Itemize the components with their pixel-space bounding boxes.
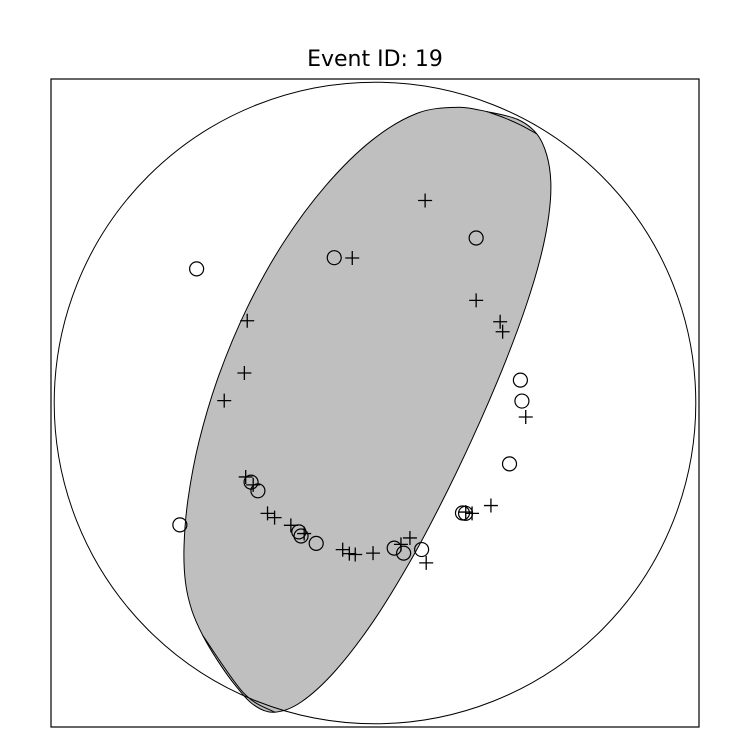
dilatation-point: [250, 483, 266, 499]
dilatation-point: [396, 545, 412, 561]
compression-point: [402, 530, 417, 545]
dilatation-point: [468, 230, 484, 246]
compression-point: [393, 537, 408, 552]
compression-point: [458, 505, 473, 520]
compression-point: [418, 193, 433, 208]
focal-sphere: [53, 81, 697, 725]
compression-point: [366, 546, 381, 561]
dilatation-point: [291, 524, 307, 540]
axes-frame: [50, 78, 700, 728]
dilatation-point: [293, 528, 309, 544]
dilatation-point: [326, 250, 342, 266]
compression-point: [348, 547, 363, 562]
compression-point: [465, 506, 480, 521]
plot-area: [53, 81, 697, 725]
dilatation-point: [414, 541, 430, 558]
compression-point: [518, 410, 533, 425]
compressional-quadrant: [183, 106, 552, 713]
compression-point: [260, 506, 275, 521]
compression-point: [345, 250, 360, 265]
nodal-arc-upper: [486, 111, 538, 135]
dilatation-point: [514, 393, 530, 409]
compression-point: [483, 498, 498, 513]
nodal-arc-lower: [202, 635, 276, 713]
compression-point: [238, 469, 253, 484]
compression-point: [267, 510, 282, 525]
compression-point: [240, 313, 255, 328]
dilatation-point: [501, 456, 518, 472]
compression-point: [419, 555, 434, 570]
dilatation-point: [172, 517, 188, 533]
compression-point: [297, 526, 312, 541]
dilatation-point: [189, 261, 205, 277]
compression-point: [217, 393, 232, 408]
dilatation-point: [308, 535, 324, 551]
chart-title: Event ID: 19: [307, 47, 443, 72]
dilatation-point: [512, 372, 528, 388]
compression-point: [283, 518, 298, 533]
compression-point: [237, 365, 252, 380]
compression-point: [246, 477, 261, 492]
compression-point: [335, 542, 350, 557]
compression-point: [469, 293, 484, 308]
compression-point: [493, 314, 508, 329]
compression-point: [342, 546, 357, 561]
compression-point: [495, 324, 510, 339]
